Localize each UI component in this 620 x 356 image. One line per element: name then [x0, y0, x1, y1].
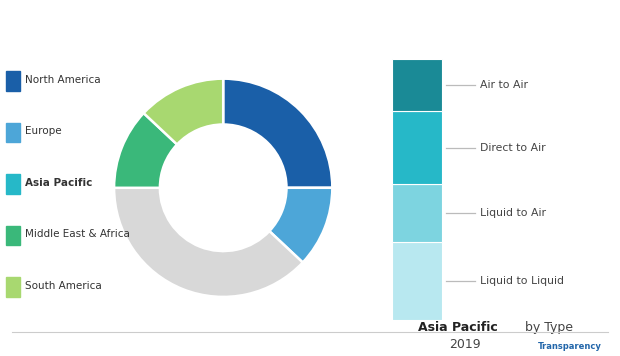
Bar	[6, 226, 20, 245]
Text: Europe: Europe	[25, 126, 62, 136]
Text: by Type: by Type	[521, 321, 573, 334]
Bar	[6, 277, 20, 297]
Wedge shape	[114, 113, 177, 188]
Wedge shape	[223, 79, 332, 188]
Bar	[6, 72, 20, 91]
Bar	[392, 184, 442, 242]
Text: North America: North America	[25, 75, 101, 85]
Bar	[392, 242, 442, 320]
Text: Transparency: Transparency	[538, 341, 601, 351]
Text: Direct to Air: Direct to Air	[480, 143, 546, 153]
Bar	[6, 123, 20, 142]
Text: Air to Air: Air to Air	[480, 80, 528, 90]
Text: Asia Pacific: Asia Pacific	[25, 178, 92, 188]
Text: Liquid to Air: Liquid to Air	[480, 208, 546, 218]
Text: Thermoelectric Assemblies Market: Asia Pacific Analysis by Type, 2019: Thermoelectric Assemblies Market: Asia P…	[45, 17, 575, 31]
Text: Asia Pacific: Asia Pacific	[418, 321, 498, 334]
Text: Liquid to Liquid: Liquid to Liquid	[480, 276, 564, 286]
Bar	[6, 174, 20, 194]
Bar	[392, 59, 442, 111]
Wedge shape	[269, 188, 332, 262]
Text: 2019: 2019	[449, 338, 481, 351]
Text: South America: South America	[25, 281, 102, 290]
Wedge shape	[114, 188, 303, 297]
Text: Middle East & Africa: Middle East & Africa	[25, 229, 130, 239]
Bar	[392, 111, 442, 184]
Wedge shape	[144, 79, 223, 145]
